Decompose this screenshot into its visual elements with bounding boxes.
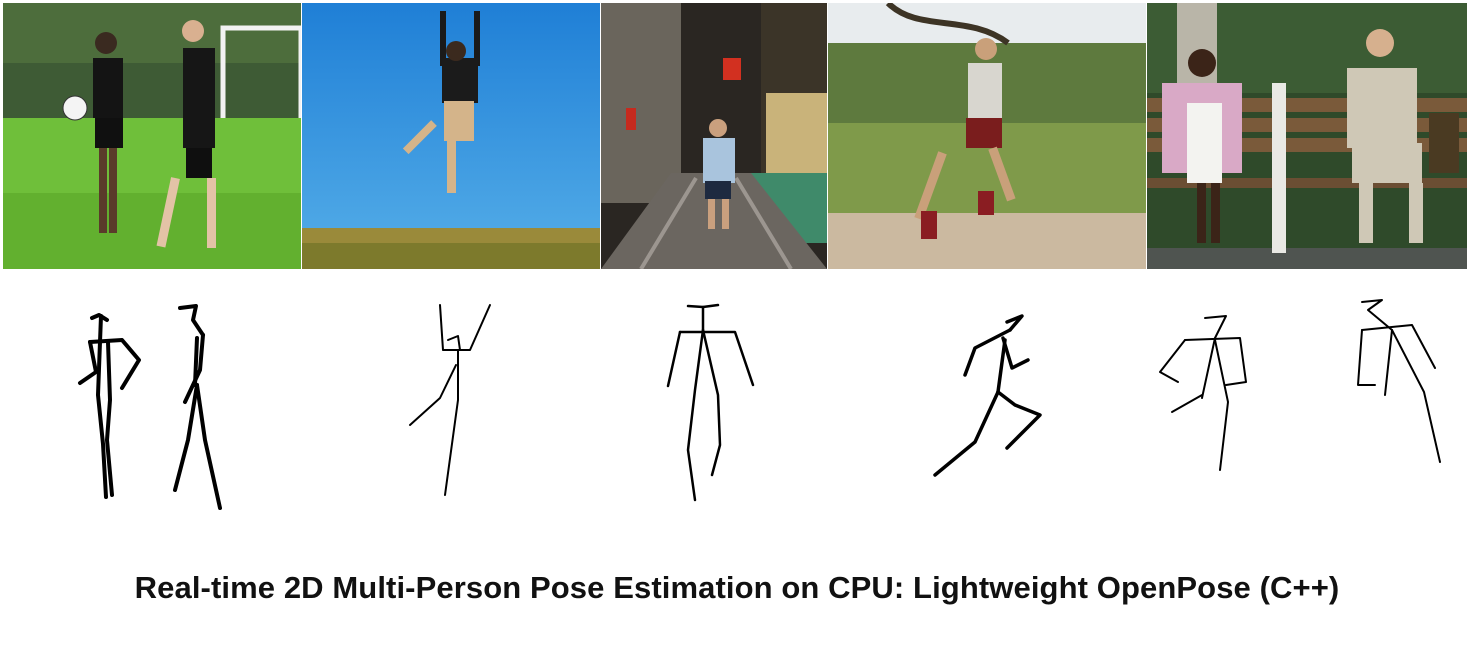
- skeleton-person-5: [933, 314, 1042, 477]
- skeleton-person-4: [666, 303, 755, 502]
- pose-skeletons: [0, 290, 1474, 520]
- skeleton-person-1: [78, 313, 141, 499]
- photo-railway-street: [601, 3, 827, 269]
- photo-strip: [3, 3, 1467, 269]
- photo-footballers: [3, 3, 301, 269]
- skeleton-person-3: [409, 304, 491, 496]
- skeleton-person-6: [1159, 315, 1247, 471]
- skeleton-person-7: [1357, 299, 1441, 463]
- skeleton-person-2: [173, 304, 222, 510]
- photo-jumping-man: [302, 3, 600, 269]
- photo-running-boy: [828, 3, 1146, 269]
- photo-bench-couple: [1147, 3, 1467, 269]
- page-title: Real-time 2D Multi-Person Pose Estimatio…: [134, 570, 1340, 605]
